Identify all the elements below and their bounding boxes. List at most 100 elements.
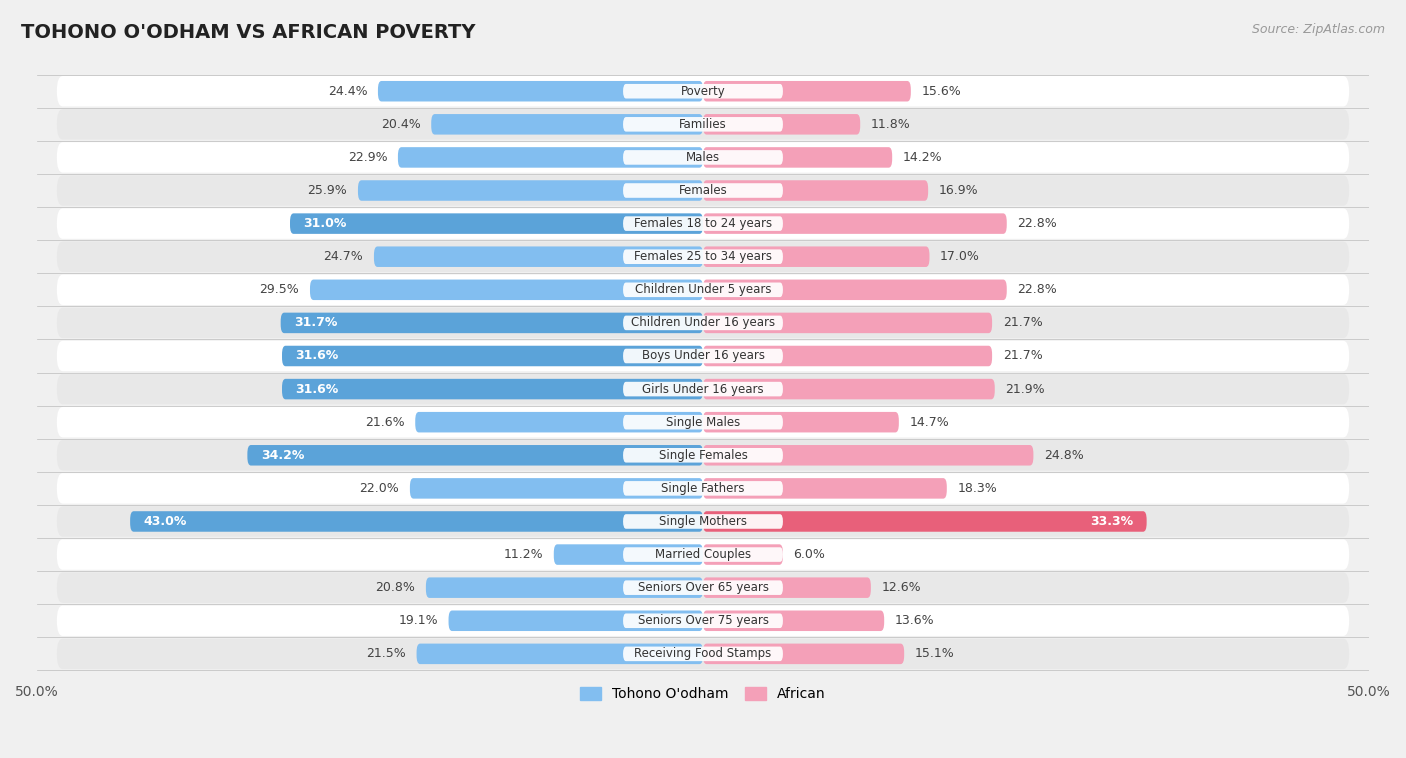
- FancyBboxPatch shape: [56, 540, 1350, 570]
- Text: 29.5%: 29.5%: [260, 283, 299, 296]
- FancyBboxPatch shape: [411, 478, 703, 499]
- FancyBboxPatch shape: [378, 81, 703, 102]
- FancyBboxPatch shape: [623, 613, 783, 628]
- Text: 24.7%: 24.7%: [323, 250, 363, 263]
- FancyBboxPatch shape: [281, 312, 703, 334]
- FancyBboxPatch shape: [56, 109, 1350, 139]
- Text: Females: Females: [679, 184, 727, 197]
- Text: Females 25 to 34 years: Females 25 to 34 years: [634, 250, 772, 263]
- FancyBboxPatch shape: [623, 183, 783, 198]
- FancyBboxPatch shape: [623, 448, 783, 462]
- Text: Boys Under 16 years: Boys Under 16 years: [641, 349, 765, 362]
- Legend: Tohono O'odham, African: Tohono O'odham, African: [575, 681, 831, 706]
- Text: 22.8%: 22.8%: [1018, 283, 1057, 296]
- FancyBboxPatch shape: [703, 578, 870, 598]
- Text: 34.2%: 34.2%: [260, 449, 304, 462]
- Text: 14.2%: 14.2%: [903, 151, 942, 164]
- Text: 31.6%: 31.6%: [295, 383, 339, 396]
- Text: 20.8%: 20.8%: [375, 581, 415, 594]
- FancyBboxPatch shape: [374, 246, 703, 267]
- FancyBboxPatch shape: [415, 412, 703, 433]
- FancyBboxPatch shape: [623, 216, 783, 231]
- Text: Seniors Over 65 years: Seniors Over 65 years: [637, 581, 769, 594]
- FancyBboxPatch shape: [623, 647, 783, 661]
- FancyBboxPatch shape: [703, 312, 993, 334]
- Text: 24.8%: 24.8%: [1045, 449, 1084, 462]
- Text: 24.4%: 24.4%: [328, 85, 367, 98]
- FancyBboxPatch shape: [359, 180, 703, 201]
- FancyBboxPatch shape: [703, 180, 928, 201]
- Text: 14.7%: 14.7%: [910, 415, 949, 429]
- Text: 17.0%: 17.0%: [941, 250, 980, 263]
- Text: 31.7%: 31.7%: [294, 316, 337, 330]
- FancyBboxPatch shape: [623, 249, 783, 264]
- FancyBboxPatch shape: [703, 610, 884, 631]
- FancyBboxPatch shape: [623, 283, 783, 297]
- Text: 15.1%: 15.1%: [915, 647, 955, 660]
- FancyBboxPatch shape: [56, 76, 1350, 106]
- Text: 12.6%: 12.6%: [882, 581, 921, 594]
- FancyBboxPatch shape: [703, 478, 946, 499]
- FancyBboxPatch shape: [56, 208, 1350, 239]
- FancyBboxPatch shape: [623, 481, 783, 496]
- FancyBboxPatch shape: [56, 175, 1350, 205]
- Text: 11.8%: 11.8%: [870, 117, 911, 131]
- FancyBboxPatch shape: [283, 346, 703, 366]
- FancyBboxPatch shape: [131, 511, 703, 531]
- FancyBboxPatch shape: [56, 341, 1350, 371]
- FancyBboxPatch shape: [416, 644, 703, 664]
- Text: 33.3%: 33.3%: [1090, 515, 1133, 528]
- FancyBboxPatch shape: [56, 274, 1350, 305]
- FancyBboxPatch shape: [398, 147, 703, 168]
- FancyBboxPatch shape: [56, 639, 1350, 669]
- FancyBboxPatch shape: [56, 506, 1350, 537]
- FancyBboxPatch shape: [623, 382, 783, 396]
- Text: 13.6%: 13.6%: [894, 614, 935, 628]
- FancyBboxPatch shape: [56, 473, 1350, 503]
- FancyBboxPatch shape: [56, 242, 1350, 272]
- FancyBboxPatch shape: [623, 349, 783, 363]
- FancyBboxPatch shape: [703, 114, 860, 135]
- FancyBboxPatch shape: [247, 445, 703, 465]
- FancyBboxPatch shape: [56, 374, 1350, 404]
- Text: Families: Families: [679, 117, 727, 131]
- Text: 20.4%: 20.4%: [381, 117, 420, 131]
- Text: Source: ZipAtlas.com: Source: ZipAtlas.com: [1251, 23, 1385, 36]
- FancyBboxPatch shape: [623, 581, 783, 595]
- FancyBboxPatch shape: [703, 511, 1147, 531]
- Text: 18.3%: 18.3%: [957, 482, 997, 495]
- Text: TOHONO O'ODHAM VS AFRICAN POVERTY: TOHONO O'ODHAM VS AFRICAN POVERTY: [21, 23, 475, 42]
- FancyBboxPatch shape: [623, 415, 783, 430]
- Text: 19.1%: 19.1%: [398, 614, 437, 628]
- Text: 15.6%: 15.6%: [921, 85, 962, 98]
- Text: 31.0%: 31.0%: [304, 217, 347, 230]
- FancyBboxPatch shape: [623, 547, 783, 562]
- FancyBboxPatch shape: [623, 117, 783, 132]
- FancyBboxPatch shape: [623, 514, 783, 529]
- Text: Single Fathers: Single Fathers: [661, 482, 745, 495]
- FancyBboxPatch shape: [703, 644, 904, 664]
- FancyBboxPatch shape: [426, 578, 703, 598]
- Text: Girls Under 16 years: Girls Under 16 years: [643, 383, 763, 396]
- FancyBboxPatch shape: [703, 147, 893, 168]
- Text: Seniors Over 75 years: Seniors Over 75 years: [637, 614, 769, 628]
- FancyBboxPatch shape: [449, 610, 703, 631]
- Text: Males: Males: [686, 151, 720, 164]
- Text: 25.9%: 25.9%: [308, 184, 347, 197]
- FancyBboxPatch shape: [56, 572, 1350, 603]
- FancyBboxPatch shape: [623, 84, 783, 99]
- Text: 21.6%: 21.6%: [366, 415, 405, 429]
- FancyBboxPatch shape: [56, 308, 1350, 338]
- Text: 21.7%: 21.7%: [1002, 349, 1042, 362]
- Text: 21.5%: 21.5%: [366, 647, 406, 660]
- Text: 43.0%: 43.0%: [143, 515, 187, 528]
- Text: 16.9%: 16.9%: [939, 184, 979, 197]
- FancyBboxPatch shape: [703, 280, 1007, 300]
- FancyBboxPatch shape: [703, 445, 1033, 465]
- Text: Single Females: Single Females: [658, 449, 748, 462]
- FancyBboxPatch shape: [703, 213, 1007, 234]
- FancyBboxPatch shape: [703, 412, 898, 433]
- FancyBboxPatch shape: [432, 114, 703, 135]
- FancyBboxPatch shape: [623, 150, 783, 164]
- FancyBboxPatch shape: [56, 143, 1350, 173]
